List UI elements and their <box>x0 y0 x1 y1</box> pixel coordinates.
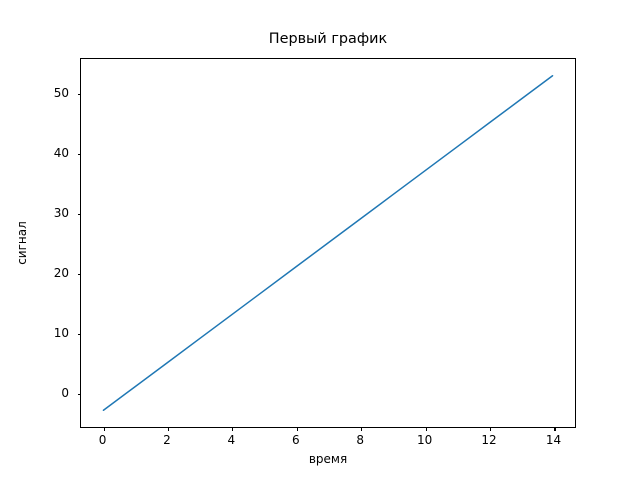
x-tick-mark <box>361 427 363 431</box>
plot-line-svg <box>102 74 554 412</box>
y-tick-label: 30 <box>53 205 69 220</box>
y-tick-label: 50 <box>53 85 69 100</box>
x-tick-mark <box>296 427 298 431</box>
y-tick-mark <box>77 274 81 276</box>
y-tick-mark <box>77 213 81 216</box>
x-tick-mark <box>167 427 170 431</box>
y-tick-label: 0 <box>61 386 69 401</box>
x-tick-label: 2 <box>163 433 171 447</box>
y-tick-label: 40 <box>53 145 69 160</box>
x-tick-label: 8 <box>356 433 365 447</box>
x-tick-mark <box>554 427 556 431</box>
x-tick-mark <box>103 427 105 431</box>
y-tick-label: 20 <box>53 266 69 281</box>
plot-axes-area <box>77 58 576 431</box>
y-tick-mark <box>77 153 81 155</box>
x-tick-label: 10 <box>416 433 433 447</box>
x-tick-mark <box>490 427 492 431</box>
x-tick-label: 6 <box>291 433 300 447</box>
y-tick-label: 10 <box>53 326 69 341</box>
y-tick-mark <box>77 93 81 95</box>
x-tick-label: 14 <box>545 433 562 447</box>
chart-title: Первый график <box>268 31 388 47</box>
x-axis-label: время <box>308 452 348 466</box>
y-tick-mark <box>77 394 81 396</box>
y-axis-label: сигнал <box>15 221 29 265</box>
data-line-signal <box>102 74 554 412</box>
y-tick-mark <box>77 334 81 336</box>
x-tick-label: 4 <box>227 433 236 447</box>
x-tick-mark <box>232 427 234 431</box>
x-tick-mark <box>425 427 427 431</box>
x-tick-label: 12 <box>481 433 497 447</box>
x-tick-label: 0 <box>98 433 107 447</box>
